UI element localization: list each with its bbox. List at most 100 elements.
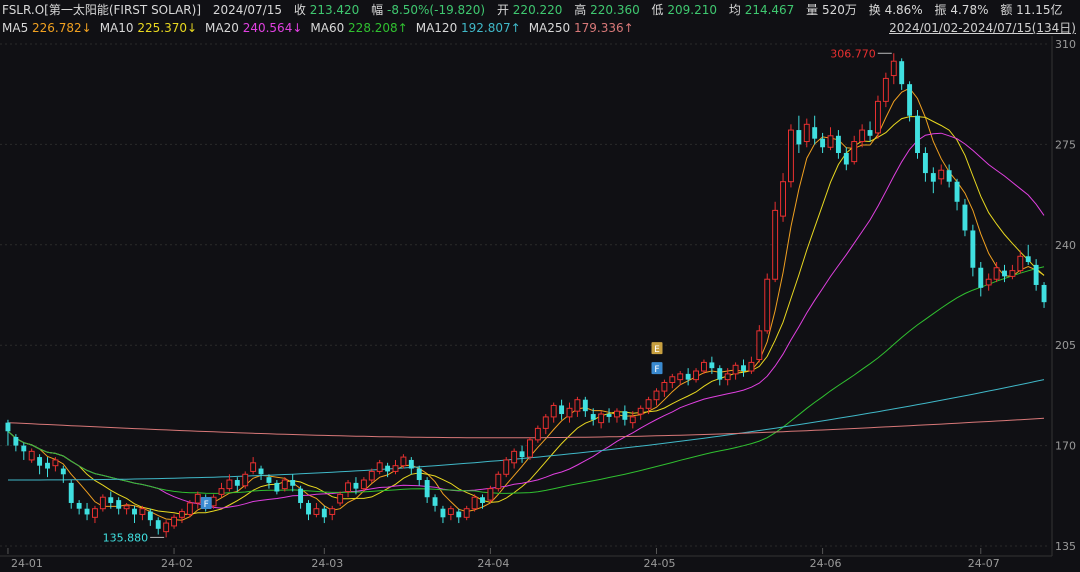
candle-body-down bbox=[867, 130, 873, 136]
candle-body-up bbox=[186, 502, 193, 515]
candle-body-up bbox=[527, 439, 533, 458]
candle-body-down bbox=[582, 399, 588, 412]
candle-body-up bbox=[875, 100, 881, 134]
candle-body-down bbox=[1025, 256, 1031, 263]
candle-body-up bbox=[772, 209, 779, 280]
ma-legend-value: 240.564↓ bbox=[242, 21, 303, 35]
candle-body-up bbox=[629, 416, 636, 424]
candle-body-up bbox=[511, 450, 518, 464]
event-marker-f: F bbox=[200, 496, 212, 510]
y-tick-label: 170 bbox=[1055, 440, 1076, 453]
volume-label: 量 bbox=[806, 3, 819, 17]
candle-body-up bbox=[250, 462, 257, 472]
ma-legend-value: 228.208↑ bbox=[348, 21, 408, 35]
candle-body-down bbox=[408, 459, 414, 469]
candle-body-down bbox=[424, 480, 430, 498]
event-marker-e: E bbox=[651, 342, 663, 355]
candle-body-down bbox=[741, 365, 746, 372]
high-value: 220.360 bbox=[590, 3, 640, 17]
open-label: 开 bbox=[496, 3, 509, 17]
candle-body-up bbox=[194, 493, 201, 504]
candle-body-down bbox=[954, 181, 960, 202]
x-tick-label: 24-05 bbox=[644, 557, 676, 570]
candle-body-down bbox=[60, 468, 66, 475]
y-axis: 310 275 240 205 170 135 bbox=[1055, 38, 1076, 553]
candle-body-down bbox=[234, 480, 240, 486]
candle-body-up bbox=[890, 60, 897, 77]
ma-legend-ma5: MA5 226.782↓ bbox=[2, 21, 92, 35]
candle-body-down bbox=[116, 500, 122, 509]
candle-body-down bbox=[45, 462, 50, 469]
candle-body-down bbox=[717, 368, 723, 380]
candle-body-up bbox=[614, 410, 620, 418]
candle-body-up bbox=[669, 376, 676, 383]
amplitude-label: 振 bbox=[934, 3, 947, 17]
x-tick-label: 24-01 bbox=[11, 557, 43, 570]
candle-body-down bbox=[962, 204, 968, 231]
candle-body-up bbox=[368, 470, 375, 481]
candle-body-down bbox=[37, 457, 43, 466]
event-marker-f: F bbox=[651, 362, 663, 375]
ma-legend-value: 192.807↑ bbox=[461, 21, 521, 35]
candle-body-up bbox=[447, 508, 454, 515]
candle-body-up bbox=[637, 407, 644, 415]
ma-legend-ma250: MA250 179.336↑ bbox=[529, 21, 634, 35]
candle-body-down bbox=[321, 508, 327, 518]
date-range-link[interactable]: 2024/01/02-2024/07/15(134日) bbox=[889, 21, 1076, 35]
candle-body-down bbox=[835, 135, 841, 154]
grid-lines bbox=[0, 36, 1053, 556]
candle-body-up bbox=[92, 508, 98, 518]
candle-body-down bbox=[922, 153, 928, 174]
candle-body-down bbox=[416, 468, 422, 481]
candle-body-down bbox=[385, 465, 391, 472]
moving-average-lines bbox=[7, 87, 1045, 521]
change-label: 幅 bbox=[371, 3, 384, 17]
candle-body-up bbox=[542, 416, 549, 429]
x-tick-label: 24-06 bbox=[810, 557, 842, 570]
ma120-line bbox=[8, 379, 1045, 481]
candle-body-down bbox=[709, 362, 715, 369]
close-value: 213.420 bbox=[309, 3, 360, 17]
event-marker-label: F bbox=[204, 500, 209, 510]
candle-body-up bbox=[503, 459, 510, 475]
candle-body-down bbox=[930, 173, 936, 182]
candle-body-down bbox=[5, 422, 11, 432]
high-annotation: 306.770 bbox=[830, 47, 876, 60]
candle-body-up bbox=[495, 473, 502, 490]
x-tick-label: 24-07 bbox=[968, 557, 1000, 570]
amount-label: 额 bbox=[1000, 3, 1013, 17]
ma250-line bbox=[7, 417, 1045, 439]
candle-body-down bbox=[480, 497, 485, 503]
low-annotation: 135.880 bbox=[103, 531, 149, 544]
symbol-title: FSLR.O[第一太阳能(FIRST SOLAR)] bbox=[2, 3, 202, 17]
candle-body-up bbox=[851, 141, 858, 163]
candle-body-down bbox=[266, 477, 272, 483]
candle-body-down bbox=[796, 130, 802, 145]
candle-body-down bbox=[456, 511, 462, 518]
candle-body-down bbox=[132, 508, 137, 515]
candle-body-down bbox=[155, 520, 161, 529]
candle-body-down bbox=[946, 170, 952, 182]
candle-body-up bbox=[566, 407, 573, 418]
candle-body-down bbox=[978, 267, 984, 288]
candle-body-up bbox=[345, 482, 351, 492]
candle-body-up bbox=[28, 450, 35, 461]
x-tick-label: 24-04 bbox=[477, 557, 509, 570]
change-value: -8.50%(-19.820) bbox=[386, 3, 486, 17]
candle-body-up bbox=[313, 508, 320, 515]
high-label: 高 bbox=[574, 3, 587, 17]
candle-body-up bbox=[985, 278, 992, 286]
ma-legend-name: MA20 bbox=[205, 21, 243, 35]
x-tick-label: 24-03 bbox=[311, 557, 343, 570]
candle-body-up bbox=[487, 488, 494, 501]
candle-body-up bbox=[780, 181, 786, 217]
ma-legend-name: MA120 bbox=[415, 21, 462, 35]
candle-body-down bbox=[76, 502, 82, 509]
candle-body-up bbox=[859, 129, 866, 143]
avg-value: 214.467 bbox=[744, 3, 795, 17]
candle-body-down bbox=[108, 497, 114, 503]
ma-legend-ma60: MA60 228.208↑ bbox=[310, 21, 407, 35]
ma-legend-value: 179.336↑ bbox=[573, 21, 634, 35]
candle-body-up bbox=[677, 373, 684, 381]
